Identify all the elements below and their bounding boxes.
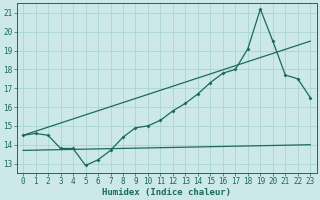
X-axis label: Humidex (Indice chaleur): Humidex (Indice chaleur) xyxy=(102,188,231,197)
